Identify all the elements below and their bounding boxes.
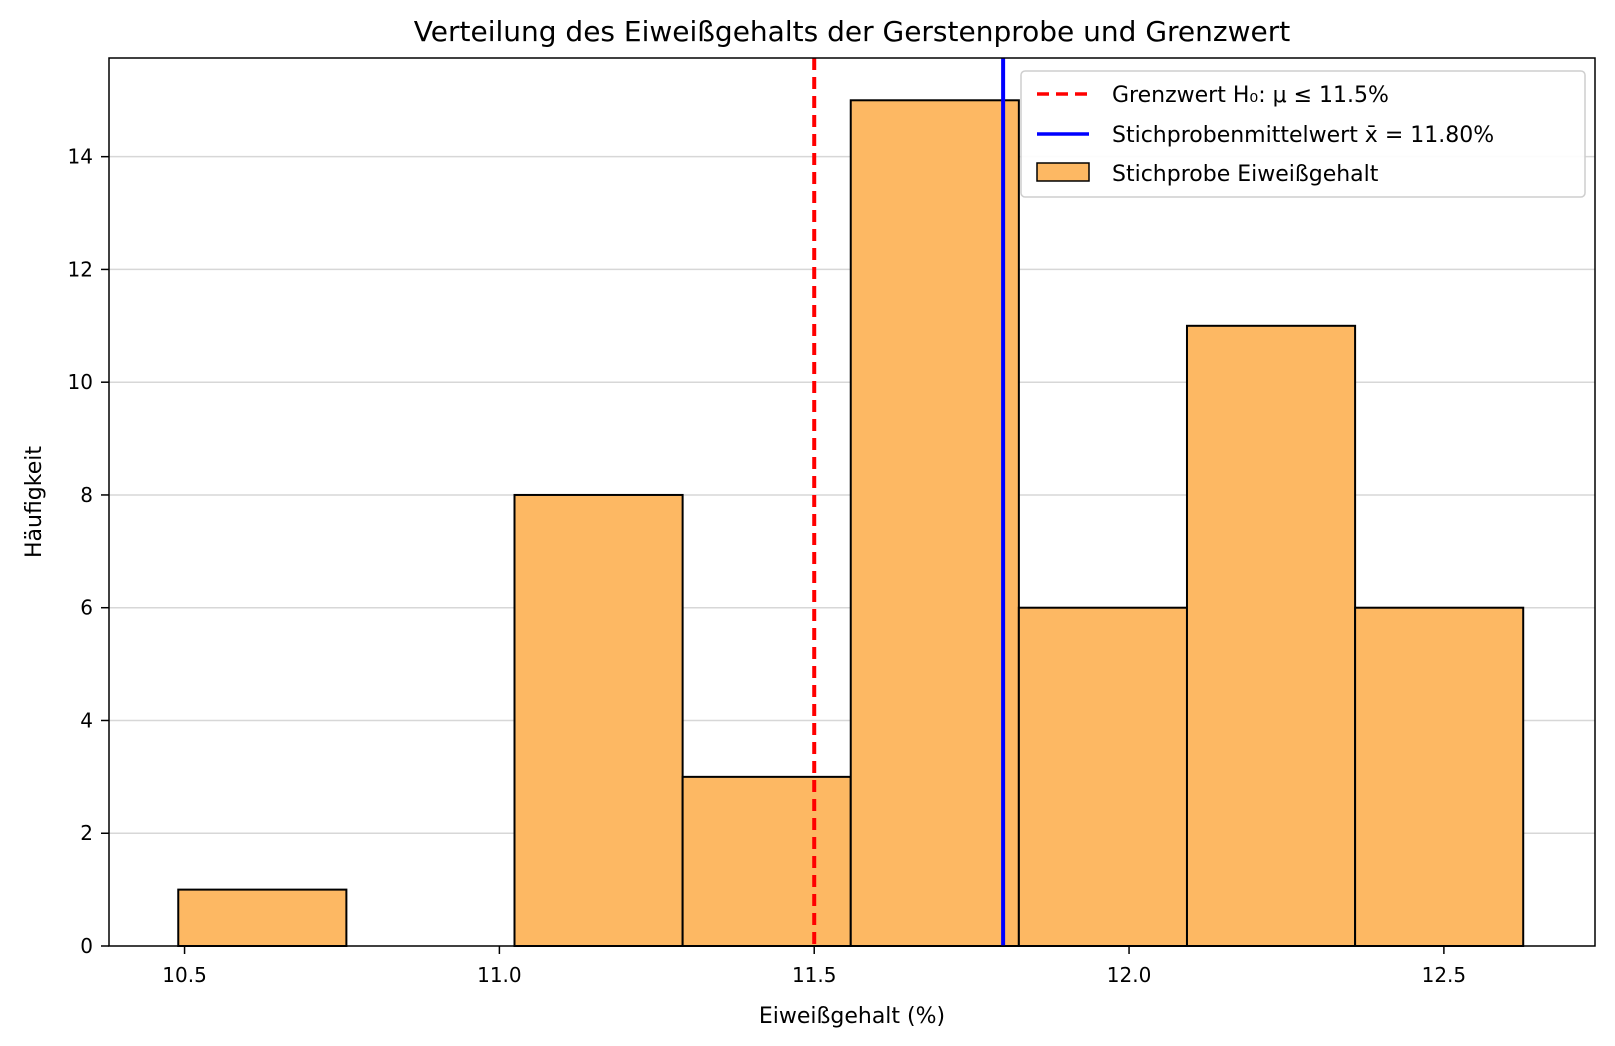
x-axis-ticks: 10.5 11.0 11.5 12.0 12.5 [162,946,1466,987]
chart-title: Verteilung des Eiweißgehalts der Gersten… [414,15,1290,48]
y-tick-label-6: 12 [68,257,93,281]
y-tick-label-0: 0 [80,934,93,958]
legend-label-mean: Stichprobenmittelwert x̄ = 11.80% [1112,123,1494,148]
y-tick-label-1: 2 [80,821,93,845]
histogram-bar-6 [1185,324,1357,947]
y-tick-label-7: 14 [68,145,93,169]
y-tick-label-5: 10 [68,370,93,394]
x-tick-label-3: 12.0 [1107,963,1152,987]
x-axis-label: Eiweißgehalt (%) [759,1004,945,1029]
histogram-bar-2 [513,493,684,947]
y-axis-label: Häufigkeit [22,446,47,558]
x-tick-label-2: 11.5 [792,963,837,987]
legend-label-threshold: Grenzwert H₀: μ ≤ 11.5% [1112,83,1389,108]
legend-label-sample: Stichprobe Eiweißgehalt [1112,162,1379,187]
histogram-bar-4 [849,99,1020,948]
histogram-bar-7 [1354,606,1525,947]
y-tick-label-3: 6 [80,596,93,620]
plot-frame [108,57,1596,947]
x-tick-label-4: 12.5 [1422,963,1467,987]
legend-box [1020,70,1586,198]
x-tick-label-0: 10.5 [162,963,207,987]
histogram-bar-3 [681,775,852,947]
histogram-bar-0 [177,888,348,947]
y-tick-label-4: 8 [80,483,93,507]
reference-lines [812,58,1006,946]
y-axis-ticks: 0 2 4 6 8 10 12 14 [68,145,109,958]
legend-swatch-sample [1036,162,1090,182]
x-tick-label-1: 11.0 [477,963,522,987]
y-tick-label-2: 4 [80,708,93,732]
histogram-bar-5 [1017,606,1188,947]
legend: Grenzwert H₀: μ ≤ 11.5% Stichprobenmitte… [1020,70,1586,198]
